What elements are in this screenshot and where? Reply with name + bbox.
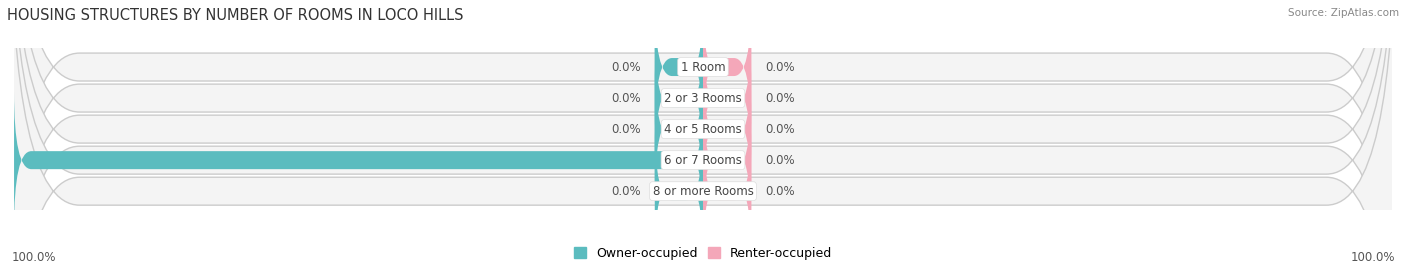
- Text: HOUSING STRUCTURES BY NUMBER OF ROOMS IN LOCO HILLS: HOUSING STRUCTURES BY NUMBER OF ROOMS IN…: [7, 8, 464, 23]
- Text: 0.0%: 0.0%: [612, 185, 641, 198]
- Text: 6 or 7 Rooms: 6 or 7 Rooms: [664, 154, 742, 167]
- FancyBboxPatch shape: [655, 123, 703, 260]
- FancyBboxPatch shape: [655, 0, 703, 136]
- Text: 1 Room: 1 Room: [681, 61, 725, 73]
- FancyBboxPatch shape: [11, 0, 1395, 269]
- FancyBboxPatch shape: [14, 91, 703, 229]
- FancyBboxPatch shape: [703, 30, 751, 167]
- Text: 8 or more Rooms: 8 or more Rooms: [652, 185, 754, 198]
- Text: 4 or 5 Rooms: 4 or 5 Rooms: [664, 123, 742, 136]
- Text: 100.0%: 100.0%: [1350, 251, 1395, 264]
- FancyBboxPatch shape: [655, 30, 703, 167]
- FancyBboxPatch shape: [11, 0, 1395, 269]
- Text: 0.0%: 0.0%: [765, 154, 794, 167]
- Legend: Owner-occupied, Renter-occupied: Owner-occupied, Renter-occupied: [568, 242, 838, 265]
- Text: 2 or 3 Rooms: 2 or 3 Rooms: [664, 91, 742, 105]
- FancyBboxPatch shape: [11, 0, 1395, 269]
- Text: 100.0%: 100.0%: [11, 251, 56, 264]
- FancyBboxPatch shape: [703, 0, 751, 136]
- Text: 0.0%: 0.0%: [765, 185, 794, 198]
- FancyBboxPatch shape: [11, 0, 1395, 269]
- FancyBboxPatch shape: [11, 0, 1395, 269]
- Text: 0.0%: 0.0%: [612, 61, 641, 73]
- Text: Source: ZipAtlas.com: Source: ZipAtlas.com: [1288, 8, 1399, 18]
- FancyBboxPatch shape: [655, 61, 703, 198]
- Text: 0.0%: 0.0%: [765, 91, 794, 105]
- Text: 0.0%: 0.0%: [612, 123, 641, 136]
- FancyBboxPatch shape: [703, 123, 751, 260]
- Text: 0.0%: 0.0%: [765, 123, 794, 136]
- Text: 0.0%: 0.0%: [765, 61, 794, 73]
- FancyBboxPatch shape: [703, 61, 751, 198]
- FancyBboxPatch shape: [703, 91, 751, 229]
- Text: 0.0%: 0.0%: [612, 91, 641, 105]
